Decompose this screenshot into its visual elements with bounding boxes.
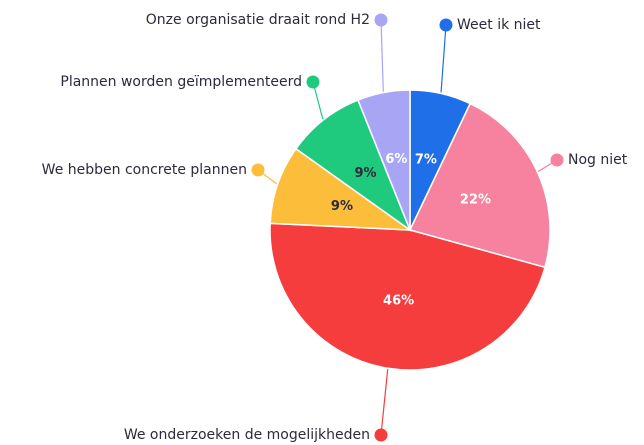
legend-dot xyxy=(439,18,453,32)
pie-slice xyxy=(408,102,551,269)
pie-slice xyxy=(269,222,546,371)
legend-dot xyxy=(306,75,320,89)
slice-label: 22% xyxy=(460,193,491,208)
legend-dot xyxy=(550,153,564,167)
category-label: Onze organisatie draait rond H2 xyxy=(146,12,370,28)
pie-slice xyxy=(294,99,412,233)
pie-slice xyxy=(356,89,411,231)
slice-label: 9% xyxy=(331,199,353,214)
leader-line xyxy=(380,369,389,436)
category-label: Weet ik niet xyxy=(457,17,541,33)
category-label: We hebben concrete plannen xyxy=(42,162,247,178)
slice-label: 46% xyxy=(383,294,414,309)
category-label: Plannen worden geïmplementeerd xyxy=(60,74,302,90)
slice-label: 7% xyxy=(415,152,437,167)
legend-dot xyxy=(374,13,388,27)
category-label: Nog niet xyxy=(568,152,628,168)
slice-label: 6% xyxy=(385,152,407,167)
slice-label: 9% xyxy=(354,166,376,181)
category-label: We onderzoeken de mogelijkheden xyxy=(124,427,370,443)
leader-line xyxy=(380,19,384,92)
legend-dot xyxy=(374,428,388,442)
leader-line xyxy=(440,24,447,93)
legend-dot xyxy=(251,163,265,177)
pie-slice xyxy=(269,147,413,231)
